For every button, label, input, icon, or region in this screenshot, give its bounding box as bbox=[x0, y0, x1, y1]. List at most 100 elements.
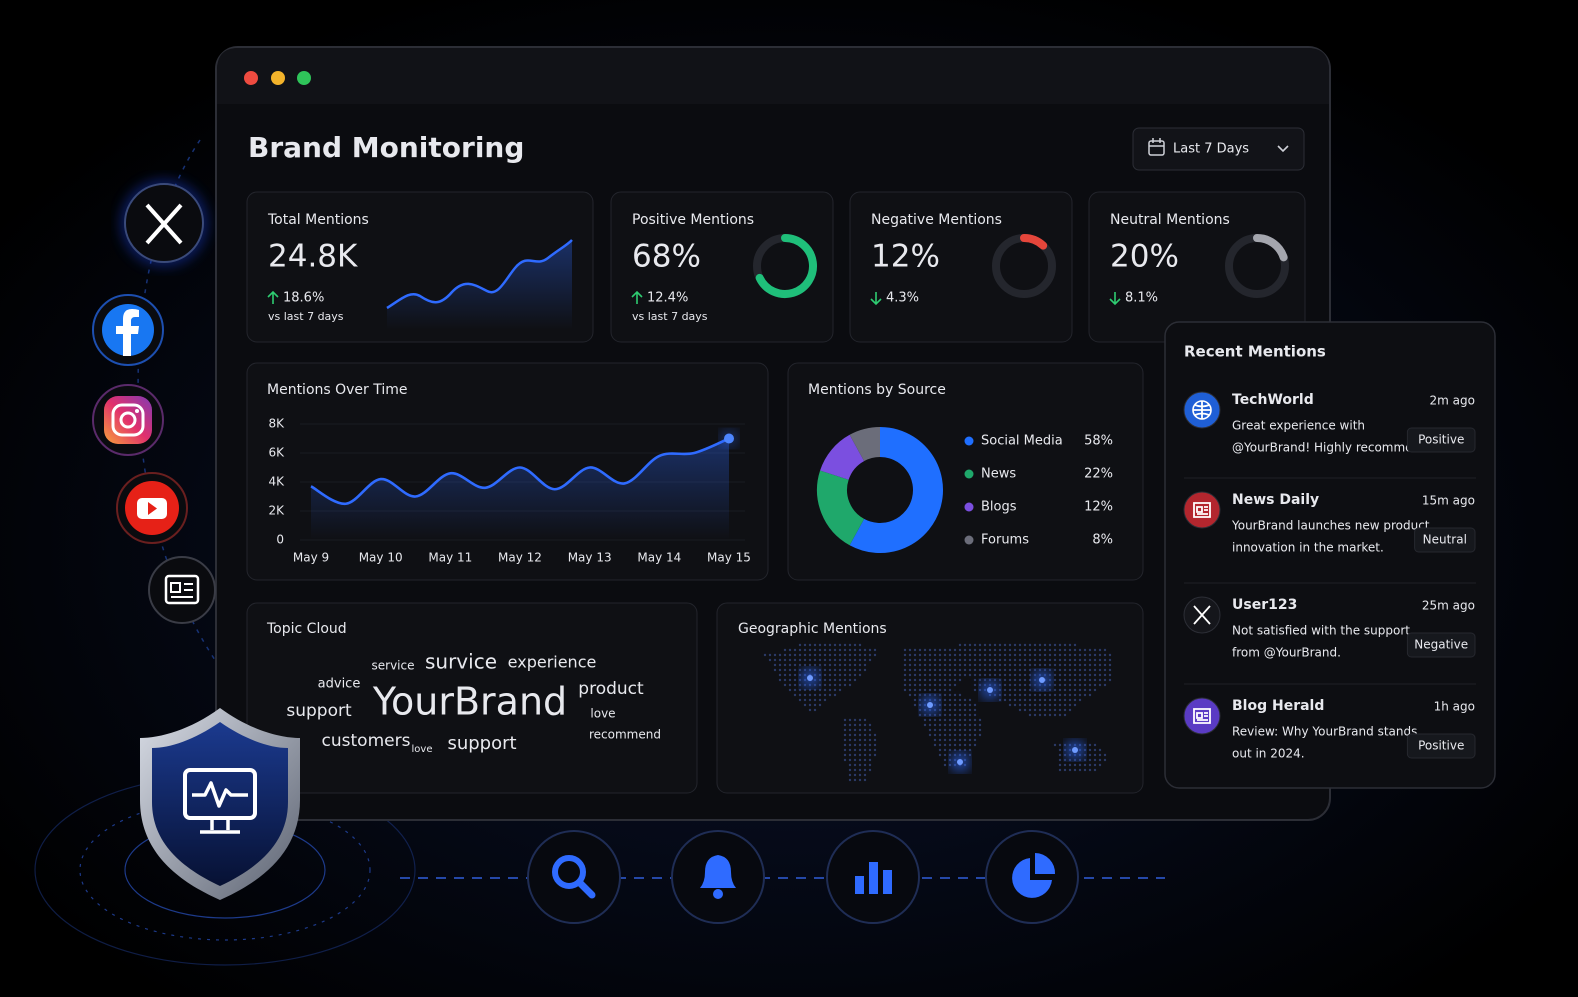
close-dot[interactable] bbox=[244, 71, 258, 85]
map-dot bbox=[908, 678, 912, 682]
map-dot bbox=[1013, 653, 1017, 657]
map-dot bbox=[1078, 688, 1082, 692]
hotspot bbox=[807, 675, 813, 681]
map-dot bbox=[813, 688, 817, 692]
map-dot bbox=[1003, 643, 1007, 647]
map-dot bbox=[848, 768, 852, 772]
instagram-glyph bbox=[111, 403, 145, 437]
map-dot bbox=[923, 713, 927, 717]
map-dot bbox=[873, 653, 877, 657]
map-dot bbox=[963, 643, 967, 647]
map-dot bbox=[833, 653, 837, 657]
map-dot bbox=[933, 648, 937, 652]
map-dot bbox=[1108, 668, 1112, 672]
map-dot bbox=[1058, 748, 1062, 752]
map-dot bbox=[938, 723, 942, 727]
map-dot bbox=[918, 708, 922, 712]
map-dot bbox=[833, 673, 837, 677]
map-dot bbox=[973, 718, 977, 722]
legend-value: 58% bbox=[1084, 434, 1113, 449]
map-dot bbox=[968, 738, 972, 742]
map-dot bbox=[1018, 698, 1022, 702]
map-dot bbox=[958, 693, 962, 697]
map-dot bbox=[953, 743, 957, 747]
map-dot bbox=[833, 668, 837, 672]
map-dot bbox=[1048, 698, 1052, 702]
date-filter[interactable]: Last 7 Days bbox=[1132, 127, 1305, 171]
mention-text: YourBrand launches new product bbox=[1231, 519, 1430, 533]
map-dot bbox=[928, 683, 932, 687]
map-dot bbox=[1098, 668, 1102, 672]
map-dot bbox=[958, 658, 962, 662]
map-dot bbox=[1098, 753, 1102, 757]
map-dot bbox=[873, 648, 877, 652]
map-dot bbox=[938, 718, 942, 722]
map-dot bbox=[948, 718, 952, 722]
map-dot bbox=[1003, 673, 1007, 677]
map-dot bbox=[813, 693, 817, 697]
card-title: Topic Cloud bbox=[266, 621, 347, 637]
minimize-dot[interactable] bbox=[271, 71, 285, 85]
map-dot bbox=[1088, 748, 1092, 752]
map-dot bbox=[838, 688, 842, 692]
map-dot bbox=[953, 663, 957, 667]
map-dot bbox=[948, 708, 952, 712]
ring-arc bbox=[1253, 234, 1288, 262]
map-dot bbox=[868, 658, 872, 662]
news-icon[interactable] bbox=[148, 556, 216, 624]
map-dot bbox=[1073, 703, 1077, 707]
map-dot bbox=[913, 653, 917, 657]
map-dot bbox=[843, 758, 847, 762]
map-dot bbox=[828, 653, 832, 657]
map-dot bbox=[813, 653, 817, 657]
map-dot bbox=[913, 693, 917, 697]
map-dot bbox=[938, 673, 942, 677]
map-dot bbox=[1073, 768, 1077, 772]
map-dot bbox=[1013, 688, 1017, 692]
map-dot bbox=[1008, 668, 1012, 672]
map-dot bbox=[963, 733, 967, 737]
sentiment-badge bbox=[1406, 427, 1476, 453]
map-dot bbox=[938, 683, 942, 687]
reports-button[interactable] bbox=[985, 830, 1079, 924]
map-dot bbox=[848, 718, 852, 722]
map-dot bbox=[953, 728, 957, 732]
map-dot bbox=[1093, 668, 1097, 672]
map-dot bbox=[858, 643, 862, 647]
map-dot bbox=[933, 663, 937, 667]
map-dot bbox=[853, 663, 857, 667]
map-dot bbox=[1093, 743, 1097, 747]
map-dot bbox=[803, 643, 807, 647]
date-filter-label[interactable]: Last 7 Days bbox=[1173, 142, 1249, 157]
map-dot bbox=[913, 663, 917, 667]
map-dot bbox=[863, 653, 867, 657]
date-filter-box[interactable] bbox=[1132, 127, 1305, 171]
kpi-value: 68% bbox=[632, 239, 701, 275]
sentiment-label: Positive bbox=[1418, 739, 1464, 753]
topic-word: advice bbox=[318, 677, 361, 692]
map-dot bbox=[1098, 758, 1102, 762]
map-dot bbox=[803, 663, 807, 667]
map-dot bbox=[1063, 663, 1067, 667]
maximize-dot[interactable] bbox=[297, 71, 311, 85]
map-dot bbox=[853, 743, 857, 747]
map-dot bbox=[1088, 658, 1092, 662]
map-dot bbox=[823, 658, 827, 662]
map-dot bbox=[768, 658, 772, 662]
map-dot bbox=[1058, 768, 1062, 772]
calendar-icon-lines bbox=[1149, 138, 1164, 147]
map-dot bbox=[1018, 693, 1022, 697]
map-dot bbox=[838, 673, 842, 677]
map-dot bbox=[818, 683, 822, 687]
map-dot bbox=[773, 653, 777, 657]
map-dot bbox=[1073, 663, 1077, 667]
map-dot bbox=[963, 748, 967, 752]
search-button[interactable] bbox=[527, 830, 621, 924]
map-dot bbox=[943, 688, 947, 692]
map-dot bbox=[903, 658, 907, 662]
map-dot bbox=[843, 723, 847, 727]
map-dot bbox=[1108, 653, 1112, 657]
map-dot bbox=[958, 653, 962, 657]
map-dot bbox=[833, 678, 837, 682]
map-dot bbox=[798, 648, 802, 652]
